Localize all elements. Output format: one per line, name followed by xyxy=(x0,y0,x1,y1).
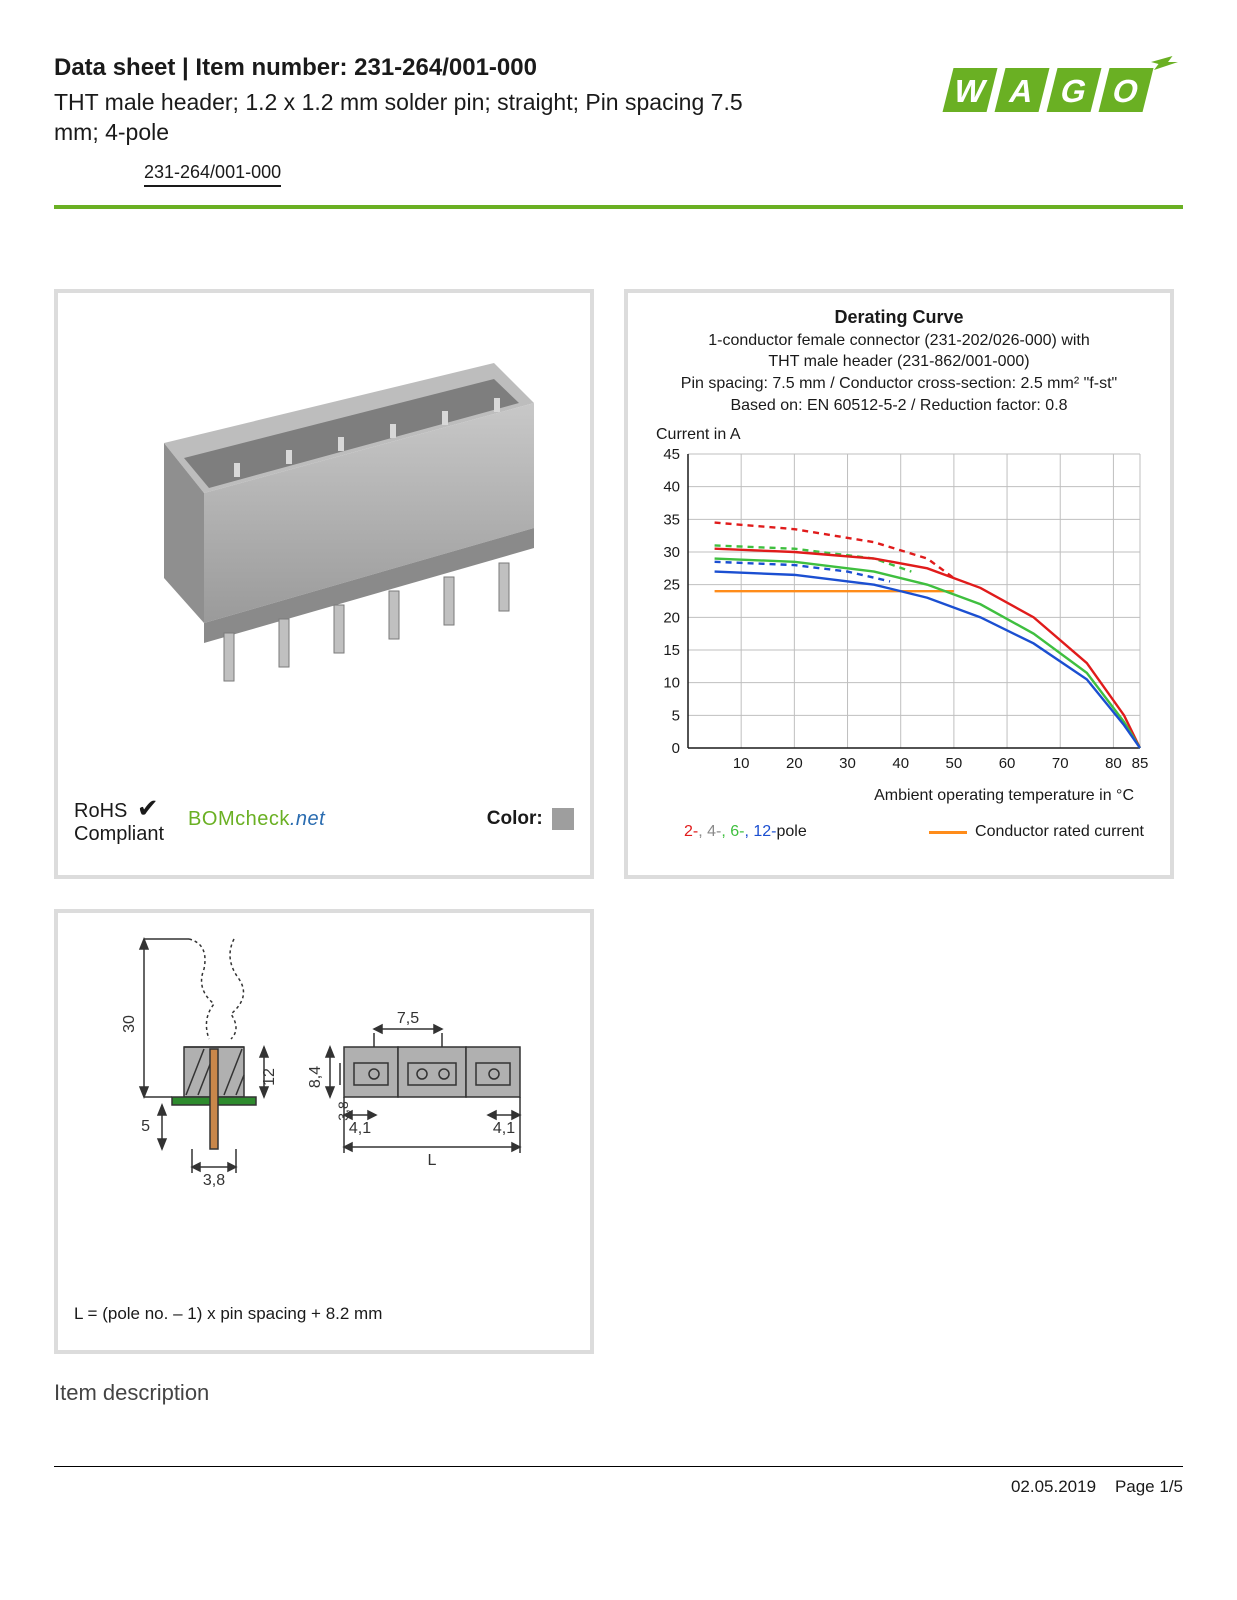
chart-legend: 2-, 4-, 6-, 12-pole Conductor rated curr… xyxy=(644,823,1154,841)
dimension-formula: L = (pole no. – 1) x pin spacing + 8.2 m… xyxy=(74,1304,574,1324)
svg-text:L: L xyxy=(428,1152,437,1169)
svg-text:15: 15 xyxy=(663,642,680,659)
chart-sub4: Based on: EN 60512-5-2 / Reduction facto… xyxy=(644,395,1154,417)
svg-text:80: 80 xyxy=(1105,755,1122,772)
svg-text:4,1: 4,1 xyxy=(493,1120,515,1137)
y-axis-label: Current in A xyxy=(656,426,1154,444)
pole-legend-part: 2- xyxy=(684,823,698,840)
svg-text:70: 70 xyxy=(1052,755,1069,772)
chart-sub2: THT male header (231-862/001-000) xyxy=(644,351,1154,373)
x-axis-label: Ambient operating temperature in °C xyxy=(644,787,1134,805)
pole-legend-part: , 4- xyxy=(698,823,721,840)
svg-text:0: 0 xyxy=(672,740,680,757)
page-title: Data sheet | Item number: 231-264/001-00… xyxy=(54,54,923,82)
footer-page: Page 1/5 xyxy=(1115,1477,1183,1496)
chart-panel: Derating Curve 1-conductor female connec… xyxy=(624,289,1174,879)
svg-text:40: 40 xyxy=(663,479,680,496)
svg-text:3,8: 3,8 xyxy=(203,1172,225,1189)
page: Data sheet | Item number: 231-264/001-00… xyxy=(0,0,1237,1537)
wago-logo-icon: W A G O xyxy=(923,54,1183,124)
svg-text:25: 25 xyxy=(663,577,680,594)
svg-text:10: 10 xyxy=(733,755,750,772)
svg-text:12: 12 xyxy=(261,1068,278,1086)
item-link[interactable]: 231-264/001-000 xyxy=(144,162,281,187)
svg-text:10: 10 xyxy=(663,675,680,692)
svg-text:4,1: 4,1 xyxy=(349,1120,371,1137)
dimensions-panel: 30 12 5 xyxy=(54,909,594,1354)
color-label: Color: xyxy=(487,808,574,830)
subtitle: THT male header; 1.2 x 1.2 mm solder pin… xyxy=(54,88,774,148)
rated-legend: Conductor rated current xyxy=(929,823,1144,841)
brand-logo: W A G O xyxy=(923,54,1183,129)
derating-chart-icon: 0 5 10 15 20 25 30 35 40 45 10 20 30 40 50 60 70 80 85 xyxy=(644,448,1154,778)
section-title: Item description xyxy=(54,1380,594,1406)
svg-text:50: 50 xyxy=(946,755,963,772)
pole-legend-part: pole xyxy=(777,823,807,840)
rohs-line2: Compliant xyxy=(74,823,164,845)
header: Data sheet | Item number: 231-264/001-00… xyxy=(54,54,1183,209)
color-swatch xyxy=(552,808,574,830)
rohs-line1: RoHS xyxy=(74,800,127,822)
svg-text:30: 30 xyxy=(121,1015,138,1033)
pole-legend-part: , 12- xyxy=(744,823,776,840)
rated-label: Conductor rated current xyxy=(975,823,1144,841)
page-footer: 02.05.2019 Page 1/5 xyxy=(54,1466,1183,1497)
bomcheck-label: BOMcheck.net xyxy=(188,808,325,831)
content-grid: RoHS ✔ Compliant BOMcheck.net Color: xyxy=(54,289,1183,1406)
svg-text:7,5: 7,5 xyxy=(397,1010,419,1027)
dimension-drawing-icon: 30 12 5 xyxy=(74,929,574,1219)
bomcheck-text: BOMcheck xyxy=(188,808,290,830)
svg-text:60: 60 xyxy=(999,755,1016,772)
product-image xyxy=(68,303,580,763)
header-text: Data sheet | Item number: 231-264/001-00… xyxy=(54,54,923,187)
chart-area: Current in A 0 5 10 15 20 25 30 35 40 45 10 20 30 40 5… xyxy=(644,426,1154,805)
item-number: 231-264/001-000 xyxy=(354,54,537,81)
rated-line-icon xyxy=(929,831,967,834)
chart-sub3: Pin spacing: 7.5 mm / Conductor cross-se… xyxy=(644,373,1154,395)
svg-text:35: 35 xyxy=(663,511,680,528)
svg-text:85: 85 xyxy=(1132,755,1149,772)
connector-illustration-icon xyxy=(74,323,574,743)
svg-text:40: 40 xyxy=(892,755,909,772)
title-prefix: Data sheet | Item number: xyxy=(54,54,354,81)
svg-text:30: 30 xyxy=(663,544,680,561)
rohs-label: RoHS ✔ Compliant xyxy=(74,794,164,845)
chart-sub1: 1-conductor female connector (231-202/02… xyxy=(644,330,1154,352)
left-column: RoHS ✔ Compliant BOMcheck.net Color: xyxy=(54,289,594,1406)
svg-text:5: 5 xyxy=(672,707,680,724)
svg-text:8,4: 8,4 xyxy=(307,1066,324,1088)
bomcheck-suffix: .net xyxy=(290,808,325,830)
product-footer: RoHS ✔ Compliant BOMcheck.net Color: xyxy=(74,794,574,845)
svg-text:5: 5 xyxy=(141,1118,150,1135)
svg-text:20: 20 xyxy=(663,609,680,626)
footer-date: 02.05.2019 xyxy=(1011,1477,1096,1496)
pole-legend-part: , 6- xyxy=(721,823,744,840)
pole-legend: 2-, 4-, 6-, 12-pole xyxy=(684,823,807,841)
svg-text:45: 45 xyxy=(663,448,680,463)
right-column: Derating Curve 1-conductor female connec… xyxy=(624,289,1174,1406)
color-text: Color: xyxy=(487,808,543,829)
product-panel: RoHS ✔ Compliant BOMcheck.net Color: xyxy=(54,289,594,879)
checkmark-icon: ✔ xyxy=(137,793,159,823)
svg-text:30: 30 xyxy=(839,755,856,772)
chart-title: Derating Curve xyxy=(644,307,1154,328)
svg-text:20: 20 xyxy=(786,755,803,772)
